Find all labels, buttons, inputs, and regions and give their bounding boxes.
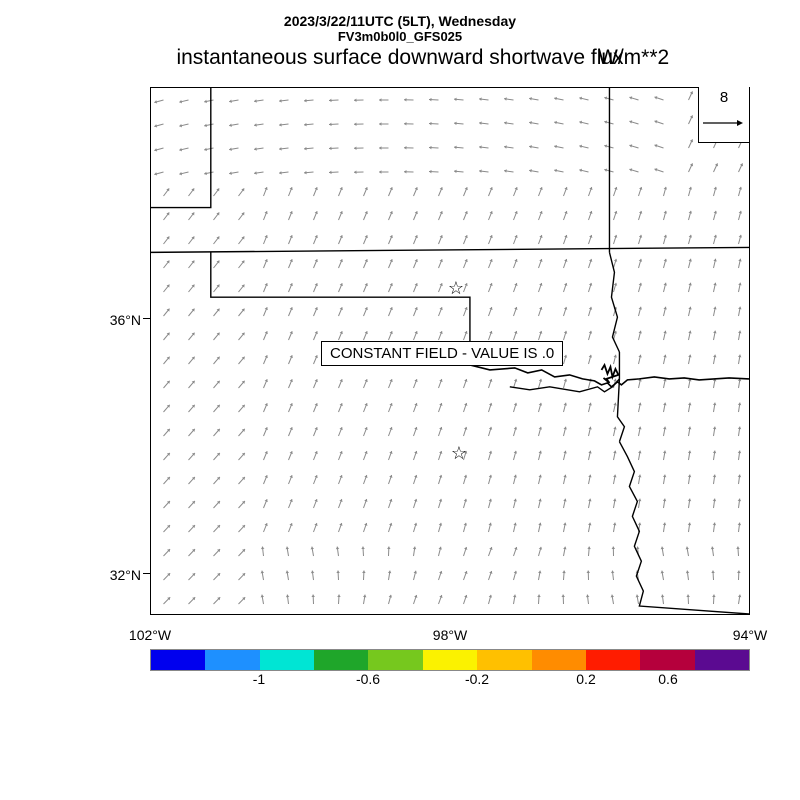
colorbar-wrap: 102°W 98°W 94°W -1 -0.6 -0.2 0.2 0.6 (150, 627, 750, 689)
longitude-labels: 102°W 98°W 94°W (150, 627, 750, 647)
colorbar-tick-neg1: -1 (253, 671, 265, 687)
colorbar-tick-06: 0.6 (658, 671, 677, 687)
header-block: 2023/3/22/11UTC (5LT), Wednesday FV3m0b0… (0, 14, 800, 72)
colorbar-seg-11 (695, 650, 749, 670)
colorbar-seg-2 (205, 650, 259, 670)
chart-title-units: W/m**2 (598, 46, 669, 70)
lat-label-32: 32°N (0, 567, 141, 583)
lon-label-98w: 98°W (433, 627, 467, 643)
location-marker-2[interactable]: ☆ (451, 444, 467, 462)
map-frame: ☆ ☆ CONSTANT FIELD - VALUE IS .0 8 36°N … (150, 87, 750, 615)
lat-tick-32 (143, 573, 151, 574)
colorbar-seg-3 (260, 650, 314, 670)
wind-scale-value: 8 (699, 89, 749, 106)
model-line: FV3m0b0l0_GFS025 (0, 29, 800, 44)
weather-map-page: 2023/3/22/11UTC (5LT), Wednesday FV3m0b0… (0, 0, 800, 800)
chart-title: instantaneous surface downward shortwave… (0, 46, 800, 70)
title-wrap: instantaneous surface downward shortwave… (0, 46, 800, 72)
colorbar-seg-5 (368, 650, 422, 670)
lat-label-36: 36°N (0, 312, 141, 328)
location-marker-1[interactable]: ☆ (448, 279, 464, 297)
colorbar-gradient (150, 649, 750, 671)
colorbar-seg-8 (532, 650, 586, 670)
colorbar-seg-7 (477, 650, 531, 670)
colorbar-seg-4 (314, 650, 368, 670)
colorbar-tick-neg02: -0.2 (465, 671, 489, 687)
wind-scale-legend: 8 (698, 87, 750, 143)
colorbar-ticks: -1 -0.6 -0.2 0.2 0.6 (150, 671, 750, 689)
colorbar-tick-02: 0.2 (576, 671, 595, 687)
constant-field-label: CONSTANT FIELD - VALUE IS .0 (321, 341, 563, 366)
colorbar-tick-neg06: -0.6 (356, 671, 380, 687)
wind-scale-arrow-icon (703, 119, 743, 127)
lon-label-102w: 102°W (129, 627, 171, 643)
lon-label-94w: 94°W (733, 627, 767, 643)
lat-tick-36 (143, 318, 151, 319)
colorbar-seg-1 (151, 650, 205, 670)
colorbar-seg-6 (423, 650, 477, 670)
colorbar-seg-9 (586, 650, 640, 670)
date-line: 2023/3/22/11UTC (5LT), Wednesday (0, 14, 800, 29)
colorbar-seg-10 (640, 650, 694, 670)
